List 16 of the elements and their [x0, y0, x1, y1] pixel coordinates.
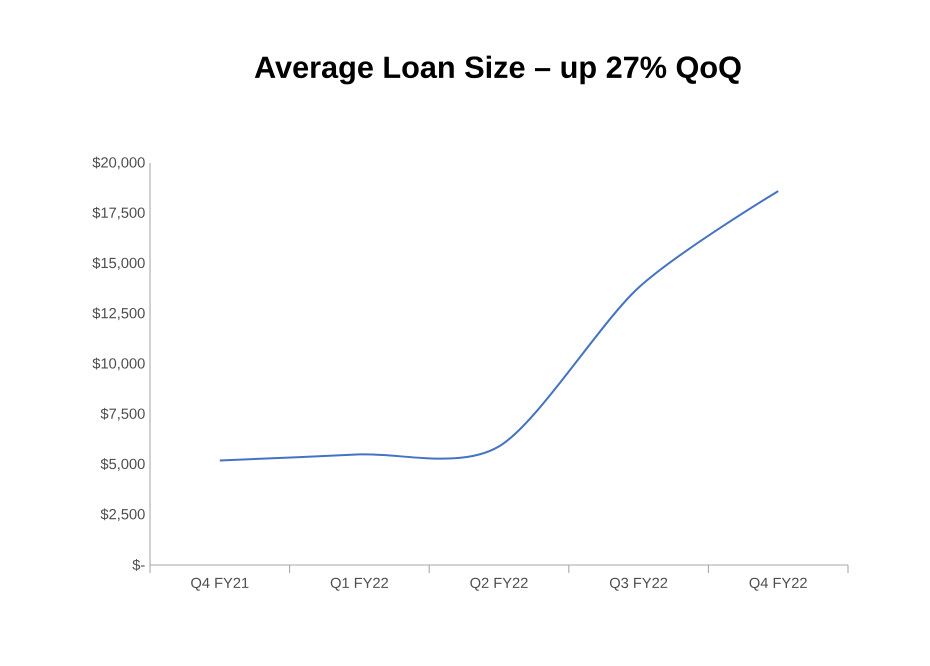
- y-tick-label: $7,500: [100, 408, 145, 421]
- line-series: [218, 190, 780, 462]
- y-tick-label: $5,000: [100, 458, 145, 471]
- y-tick-label: $17,500: [92, 206, 145, 220]
- y-tick-label: $20,000: [92, 156, 145, 170]
- y-tick-label: $12,500: [92, 307, 145, 320]
- x-tick-label: Q1 FY22: [330, 578, 388, 591]
- x-tick-label: Q4 FY21: [191, 578, 248, 591]
- y-tick-label: $-: [132, 559, 145, 571]
- x-tick-label: Q3 FY22: [610, 578, 668, 591]
- x-tick-label: Q4 FY22: [750, 578, 807, 591]
- y-tick-label: $15,000: [92, 257, 145, 270]
- x-tick-label: Q2 FY22: [470, 578, 528, 591]
- chart-title: Average Loan Size – up 27% QoQ: [254, 56, 741, 84]
- y-tick-label: $2,500: [100, 508, 145, 522]
- y-tick-label: $10,000: [92, 358, 145, 370]
